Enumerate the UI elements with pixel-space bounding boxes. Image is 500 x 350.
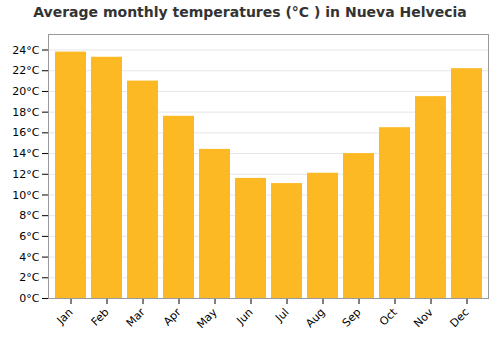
svg-text:6°C: 6°C [19, 230, 39, 243]
svg-text:May: May [194, 305, 220, 331]
svg-text:Jun: Jun [234, 306, 256, 328]
svg-text:0°C: 0°C [19, 292, 39, 305]
svg-text:Feb: Feb [89, 306, 112, 329]
svg-text:Nov: Nov [411, 305, 436, 330]
svg-text:12°C: 12°C [12, 168, 39, 181]
svg-text:Apr: Apr [161, 305, 184, 328]
svg-text:Mar: Mar [124, 305, 148, 329]
svg-text:Jan: Jan [54, 306, 76, 328]
svg-text:2°C: 2°C [19, 271, 39, 284]
svg-text:8°C: 8°C [19, 209, 39, 222]
svg-text:24°C: 24°C [12, 44, 39, 57]
svg-text:4°C: 4°C [19, 251, 39, 264]
svg-text:Aug: Aug [303, 306, 327, 330]
svg-text:16°C: 16°C [12, 126, 39, 139]
svg-text:22°C: 22°C [12, 64, 39, 77]
svg-text:10°C: 10°C [12, 188, 39, 201]
svg-text:Dec: Dec [447, 306, 471, 330]
svg-text:20°C: 20°C [12, 85, 39, 98]
svg-text:Jul: Jul [272, 306, 291, 325]
svg-text:Oct: Oct [377, 305, 400, 328]
svg-text:Sep: Sep [340, 306, 364, 330]
svg-text:18°C: 18°C [12, 106, 39, 119]
html-text:Average monthly temperatures (: Average monthly temperatures (°C ) in Nu… [33, 4, 467, 20]
svg-text:14°C: 14°C [12, 147, 39, 160]
